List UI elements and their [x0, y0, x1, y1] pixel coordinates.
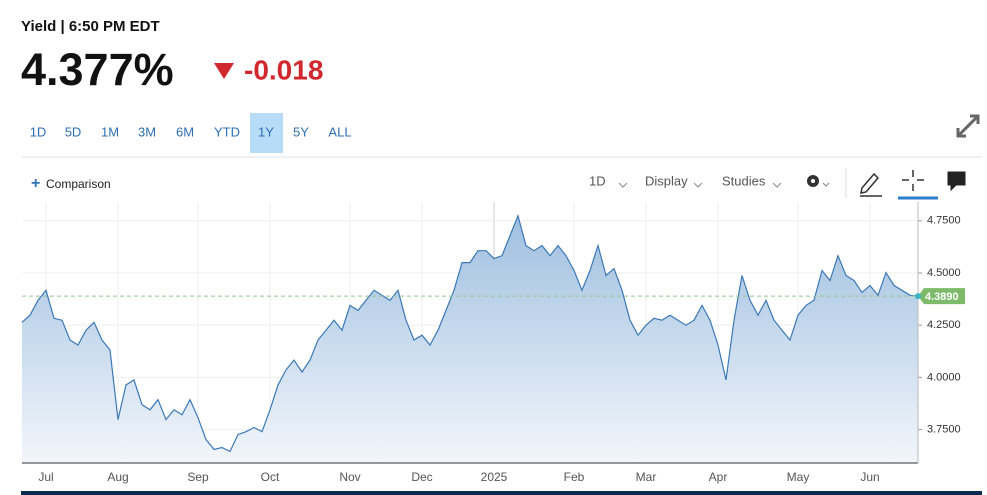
x-tick-label: Dec	[411, 470, 432, 484]
line	[21, 213, 919, 453]
range-button[interactable]: 3M	[138, 124, 156, 139]
last-point	[915, 293, 921, 300]
comparison-button[interactable]: Comparison	[46, 177, 111, 191]
range-button[interactable]: 5D	[65, 124, 82, 139]
chevron	[618, 182, 628, 188]
y-tick-label: 4.7500	[927, 215, 961, 227]
chevron	[772, 182, 782, 188]
title: Yield | 6:50 PM EDT	[21, 18, 160, 35]
x-tick-label: Mar	[636, 470, 657, 484]
range-button[interactable]: 1Y	[258, 124, 274, 139]
interval-button[interactable]: 1D	[589, 173, 606, 188]
range-button[interactable]: ALL	[328, 124, 351, 139]
range-button[interactable]: 6M	[176, 124, 194, 139]
plus-icon[interactable]: +	[31, 175, 40, 192]
x-tick-label: Feb	[564, 470, 585, 484]
down-arrow	[214, 63, 234, 79]
x-tick-label: Nov	[339, 470, 360, 484]
comment-icon[interactable]	[947, 171, 966, 192]
range-button[interactable]: YTD	[214, 124, 240, 139]
x-tick-label: May	[787, 470, 810, 484]
price: 4.377%	[21, 44, 174, 95]
chevron	[693, 182, 703, 188]
change: -0.018	[244, 54, 323, 85]
display-button[interactable]: Display	[645, 173, 688, 188]
active-range	[250, 113, 283, 153]
x-tick-label: Jun	[860, 470, 879, 484]
y-tick-label: 4.0000	[927, 371, 961, 383]
chart: Jul Aug Sep Oct Nov Dec 2025 Feb Mar Apr May Jun 3.7…	[21, 202, 965, 484]
y-tick-label: 3.7500	[927, 423, 961, 435]
crosshair-icon[interactable]	[902, 170, 924, 191]
y-tick-label: 4.5000	[927, 267, 961, 279]
studies-button[interactable]: Studies	[722, 173, 766, 188]
x-tick-label: Aug	[107, 470, 128, 484]
x-tick-label: Jul	[38, 470, 53, 484]
range-button[interactable]: 5Y	[293, 124, 309, 139]
y-tick-label: 4.2500	[927, 319, 961, 331]
range-button[interactable]: 1M	[101, 124, 119, 139]
bottom-bar	[21, 491, 982, 495]
range-button[interactable]: 1D	[30, 124, 47, 139]
x-tick-label: Sep	[187, 470, 209, 484]
range-buttons: 1D 5D 1M 3M 6M YTD 1Y 5Y ALL	[30, 113, 352, 153]
reference-tag	[918, 288, 965, 305]
expand-icon[interactable]	[956, 114, 980, 138]
reference-label: 4.3890	[925, 291, 959, 303]
settings-icon[interactable]	[807, 175, 830, 187]
x-tick-label: Oct	[261, 470, 280, 484]
draw-icon[interactable]	[860, 172, 882, 197]
x-tick-label: Apr	[709, 470, 728, 484]
area-fill	[22, 215, 918, 463]
x-tick-label: 2025	[481, 470, 508, 484]
